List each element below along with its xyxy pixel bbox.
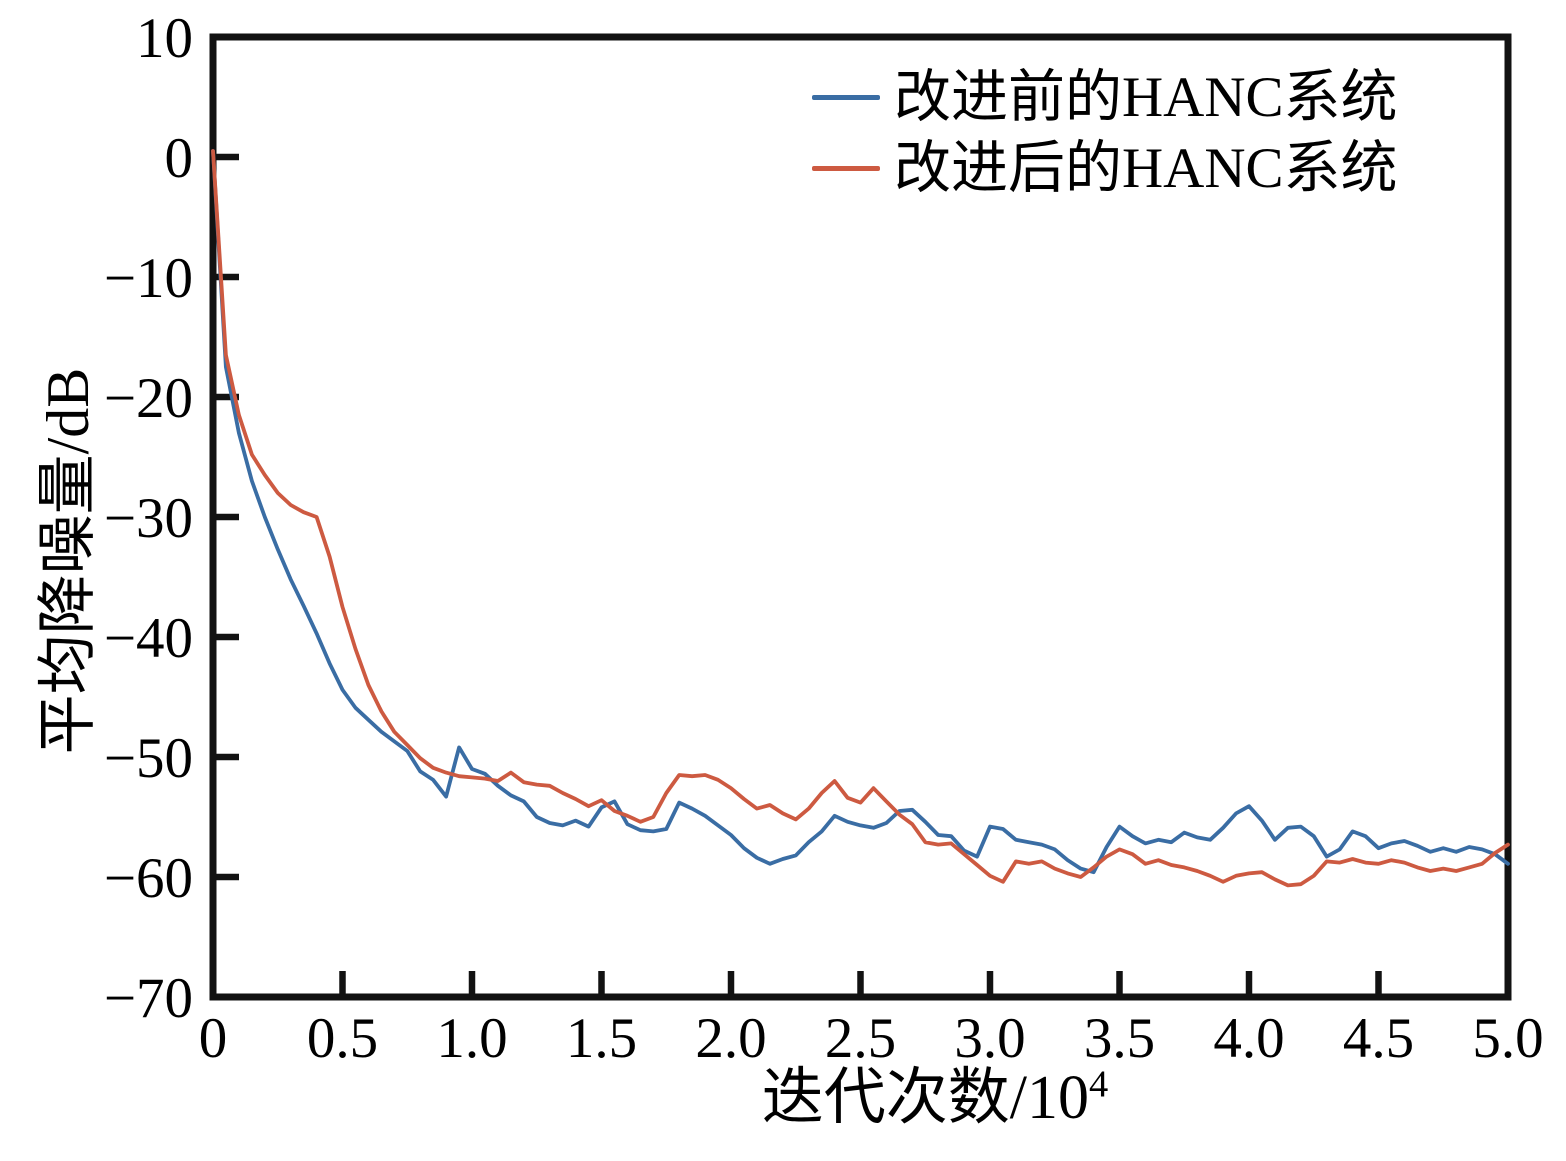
legend-row-before: 改进前的HANC系统 <box>812 62 1398 133</box>
legend-label-before: 改进前的HANC系统 <box>894 66 1398 129</box>
y-tick-label: −70 <box>104 967 193 1030</box>
y-tick-label: 0 <box>165 127 194 190</box>
legend-row-after: 改进后的HANC系统 <box>812 133 1398 204</box>
x-tick-label: 2.5 <box>825 1007 896 1070</box>
x-axis-title: 迭代次数/104 <box>700 1062 1170 1134</box>
x-tick-label: 1.5 <box>566 1007 637 1070</box>
x-tick-label: 3.0 <box>954 1007 1025 1070</box>
x-tick-label: 0 <box>199 1007 228 1070</box>
y-tick-label: −10 <box>104 247 193 310</box>
x-tick-label: 4.0 <box>1213 1007 1284 1070</box>
x-tick-label: 2.0 <box>695 1007 766 1070</box>
x-axis-title-main: 迭代次数/10 <box>761 1064 1089 1132</box>
series-line-0 <box>211 149 1510 875</box>
legend-label-after: 改进后的HANC系统 <box>894 137 1398 200</box>
x-axis-title-superscript: 4 <box>1089 1063 1109 1106</box>
x-tick-label: 0.5 <box>307 1007 378 1070</box>
x-tick-label: 1.0 <box>436 1007 507 1070</box>
legend-line-sample-red <box>812 166 880 171</box>
y-tick-label: 10 <box>136 7 193 70</box>
series-line-1 <box>211 149 1510 888</box>
y-tick-label: −60 <box>104 847 193 910</box>
y-tick-label: −30 <box>104 487 193 550</box>
x-tick-label: 5.0 <box>1472 1007 1543 1070</box>
y-axis-title: 平均降噪量/dB <box>35 367 101 755</box>
y-tick-label: −40 <box>104 607 193 670</box>
y-tick-label: −50 <box>104 727 193 790</box>
y-tick-label: −20 <box>104 367 193 430</box>
plot-frame <box>209 33 1512 1001</box>
legend: 改进前的HANC系统 改进后的HANC系统 <box>812 62 1398 204</box>
legend-line-sample-blue <box>812 95 880 100</box>
x-tick-label: 3.5 <box>1084 1007 1155 1070</box>
x-tick-label: 4.5 <box>1343 1007 1414 1070</box>
